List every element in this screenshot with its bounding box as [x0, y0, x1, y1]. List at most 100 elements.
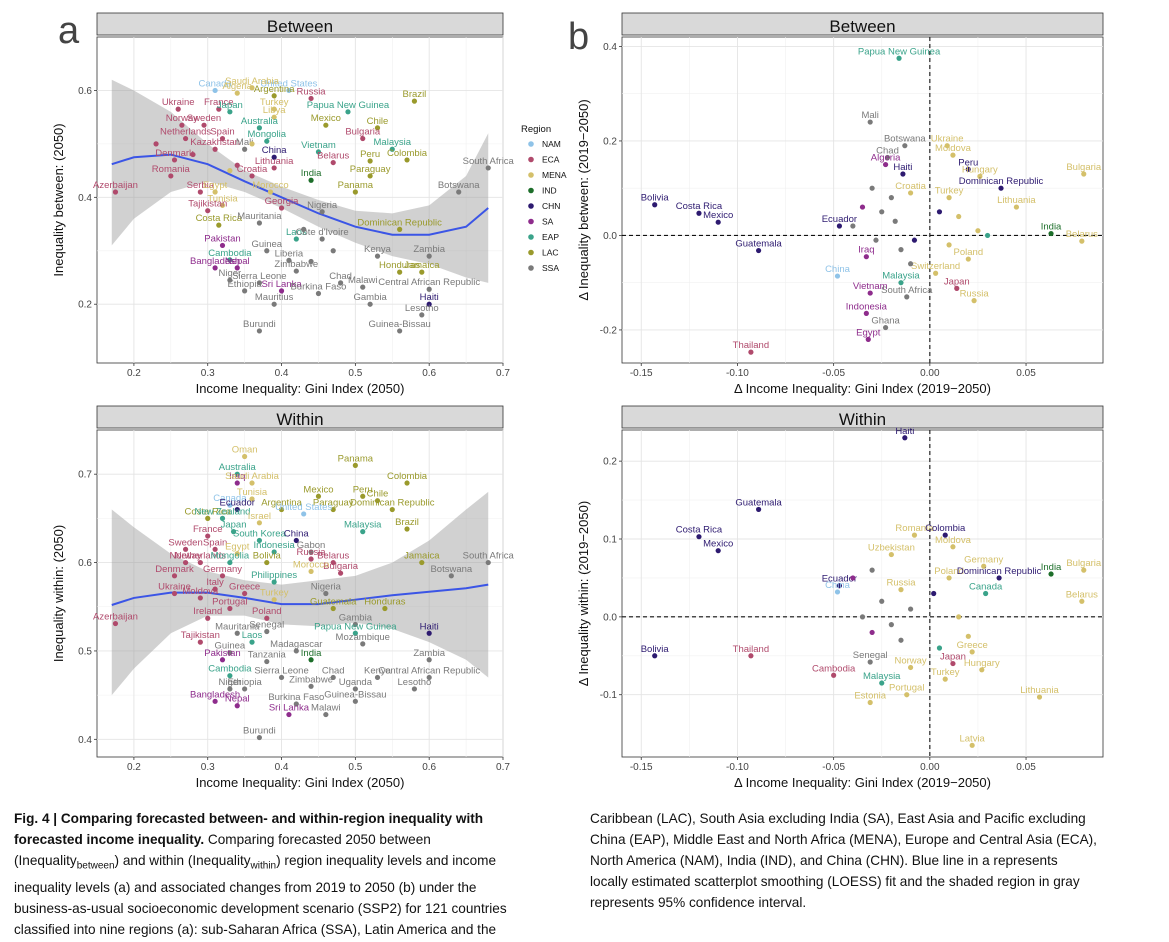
legend-key-eap [528, 234, 534, 240]
data-point [219, 135, 226, 142]
data-label: Egypt [203, 180, 228, 191]
data-label: Bulgaria [1066, 162, 1102, 173]
data-point [308, 683, 314, 689]
data-point [153, 141, 159, 147]
data-point [946, 242, 952, 248]
data-label: Nigeria [307, 200, 338, 211]
data-label: Oman [232, 445, 258, 456]
data-point [404, 157, 410, 163]
data-point [944, 143, 950, 149]
data-point [1079, 598, 1085, 604]
data-point [278, 674, 285, 681]
data-label: Senegal [249, 620, 284, 631]
data-point [219, 242, 226, 249]
data-point [389, 506, 395, 513]
x-axis-label: Income Inequality: Gini Index (2050) [196, 381, 405, 396]
legend-label-chn: CHN [542, 201, 560, 211]
data-label: Chad [322, 665, 345, 676]
data-label: Costa Rica [676, 525, 723, 536]
data-label: Morocco [293, 559, 329, 570]
x-axis-label: Δ Income Inequality: Gini Index (2019−20… [734, 775, 991, 790]
data-point [931, 590, 937, 597]
x-tick-label: 0.2 [127, 762, 141, 773]
data-point [323, 590, 329, 597]
data-label: Mongolia [248, 129, 287, 140]
data-label: Botswana [438, 180, 480, 191]
data-point [330, 674, 336, 681]
data-label: Spain [203, 537, 227, 548]
data-point [831, 672, 837, 678]
x-tick-label: 0.7 [496, 762, 510, 773]
data-point [234, 703, 240, 709]
data-label: Cambodia [208, 664, 252, 675]
data-point [234, 506, 240, 513]
data-label: India [1041, 562, 1062, 573]
data-point [267, 189, 274, 195]
data-point [219, 515, 226, 521]
caption-text-6: classified into nine regions (a): sub-Sa… [14, 921, 497, 937]
data-label: Ukraine [931, 134, 964, 145]
data-point [227, 502, 233, 508]
data-point [411, 98, 418, 104]
data-label: Philippines [251, 570, 297, 581]
data-label: Sierra Leone [232, 271, 286, 282]
data-label: Pakistan [204, 648, 240, 659]
data-point [315, 149, 322, 155]
data-label: Pakistan [204, 233, 240, 244]
data-point [859, 204, 866, 210]
data-point [977, 173, 983, 179]
data-point [942, 532, 948, 538]
data-label: Turkey [260, 97, 289, 108]
data-point [330, 559, 336, 566]
legend-key-eca [528, 156, 534, 163]
data-point [249, 173, 255, 179]
data-point [859, 614, 866, 620]
data-point [865, 336, 871, 342]
data-point [315, 290, 322, 297]
legend-label-ssa: SSA [542, 263, 559, 273]
panel-strip [621, 12, 1104, 36]
y-tick-label: 0.7 [78, 470, 92, 481]
data-point [271, 579, 277, 585]
data-label: Poland [934, 566, 964, 577]
data-point [898, 587, 904, 593]
caption-left: Fig. 4 | Comparing forecasted between- a… [14, 808, 574, 940]
data-point [956, 614, 962, 620]
data-label: Romania [895, 523, 934, 534]
data-label: Netherlands [160, 127, 211, 138]
data-point [983, 590, 989, 597]
data-label: Côte d'Ivoire [296, 227, 349, 238]
data-point [879, 598, 885, 604]
data-label: Guinea [251, 239, 282, 250]
data-point [756, 247, 762, 254]
data-point [374, 253, 381, 259]
data-label: Malaysia [374, 137, 412, 148]
legend-key-nam [528, 141, 534, 147]
x-tick-label: 0.6 [422, 368, 436, 379]
data-label: Haiti [893, 162, 912, 173]
data-point [485, 165, 491, 171]
data-point [652, 653, 658, 659]
data-label: Senegal [853, 650, 888, 661]
data-label: Central African Republic [378, 665, 480, 676]
data-label: Italy [206, 577, 224, 588]
data-label: Malaysia [863, 671, 901, 682]
data-label: Costa Rica [676, 201, 723, 212]
y-tick-label: 0.4 [603, 42, 617, 53]
data-point [286, 711, 292, 718]
data-label: Japan [940, 652, 966, 663]
data-point [898, 637, 904, 643]
data-point [197, 595, 203, 601]
data-point [301, 511, 307, 517]
data-label: China [262, 145, 288, 156]
data-label: Mozambique [336, 632, 390, 643]
data-point [293, 268, 299, 274]
data-label: Bolivia [253, 551, 282, 562]
data-point [360, 135, 366, 142]
data-label: Dominican Republic [350, 498, 435, 509]
data-point [212, 87, 218, 94]
data-point [171, 157, 178, 163]
data-point [212, 265, 218, 271]
data-point [256, 537, 262, 544]
